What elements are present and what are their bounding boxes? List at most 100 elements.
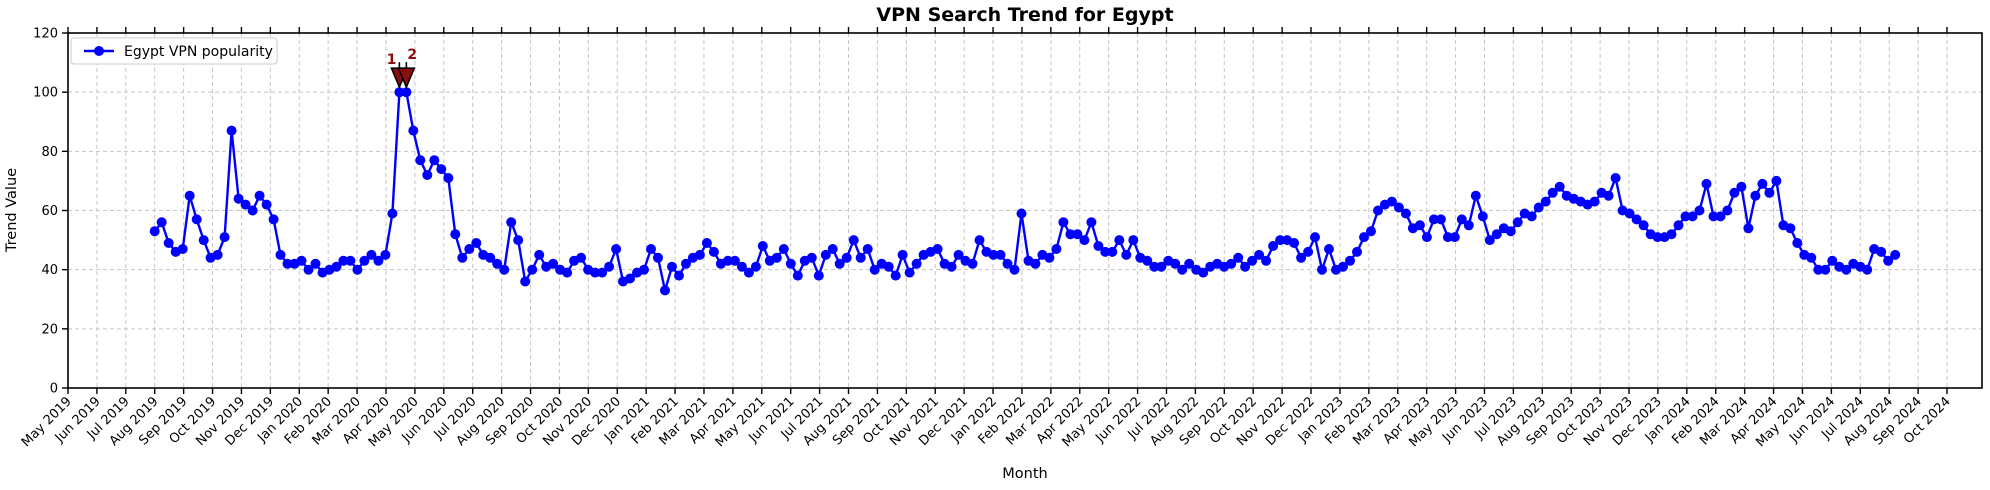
y-tick-label: 0 — [50, 382, 58, 397]
data-point-marker — [1708, 211, 1719, 222]
data-point-marker — [1820, 264, 1831, 275]
data-point-marker — [785, 258, 796, 269]
data-point-marker — [674, 270, 684, 281]
data-point-marker — [247, 205, 258, 216]
data-point-marker — [681, 258, 691, 269]
annotation-label: 2 — [407, 47, 417, 63]
data-point-marker — [1226, 258, 1237, 269]
data-point-marker — [1051, 244, 1062, 254]
data-point-marker — [1268, 241, 1279, 251]
y-tick-label: 80 — [41, 145, 58, 160]
data-point-marker — [268, 214, 279, 225]
trend-line-series — [149, 87, 1901, 296]
data-point-marker — [848, 235, 859, 246]
data-point-marker — [1785, 223, 1796, 234]
data-point-marker — [1156, 261, 1167, 272]
y-tick-label: 100 — [33, 86, 58, 101]
data-point-marker — [1750, 190, 1761, 201]
data-point-marker — [436, 164, 447, 175]
data-point-marker — [450, 229, 461, 240]
data-point-marker — [177, 244, 188, 254]
chart-title: VPN Search Trend for Egypt — [876, 4, 1173, 26]
data-point-marker — [443, 173, 454, 183]
data-point-marker — [1093, 241, 1104, 251]
data-point-marker — [604, 261, 615, 272]
data-point-marker — [254, 190, 265, 201]
legend: Egypt VPN popularity — [70, 37, 278, 65]
data-point-marker — [492, 258, 503, 269]
data-point-marker — [834, 258, 845, 269]
data-point-marker — [1428, 214, 1439, 225]
data-point-marker — [1414, 220, 1425, 231]
data-point-marker — [408, 125, 419, 136]
data-point-marker — [639, 264, 649, 275]
data-point-marker — [331, 261, 342, 272]
data-point-marker — [820, 249, 831, 260]
data-point-marker — [303, 264, 314, 275]
data-point-marker — [1862, 264, 1873, 275]
data-point-marker — [988, 249, 999, 260]
data-point-marker — [534, 249, 545, 260]
data-point-marker — [1729, 187, 1740, 198]
data-point-marker — [513, 235, 524, 246]
data-point-marker — [359, 255, 370, 266]
data-point-marker — [729, 255, 740, 266]
data-point-marker — [701, 238, 712, 248]
data-point-marker — [869, 264, 880, 275]
data-point-marker — [862, 244, 873, 254]
data-point-marker — [415, 155, 426, 166]
legend-box — [70, 37, 278, 65]
y-axis-label: Trend Value — [4, 168, 20, 253]
data-point-marker — [1435, 214, 1446, 225]
data-point-marker — [1338, 261, 1348, 272]
data-point-marker — [261, 199, 272, 210]
data-point-marker — [471, 238, 482, 248]
data-point-marker — [1743, 223, 1754, 234]
data-point-marker — [995, 249, 1006, 260]
data-point-marker — [597, 267, 608, 278]
data-point-marker — [827, 244, 838, 254]
data-point-marker — [1366, 226, 1376, 237]
data-point-marker — [1177, 264, 1188, 275]
data-point-marker — [1184, 258, 1195, 269]
data-point-marker — [813, 270, 824, 281]
data-point-marker — [1002, 258, 1013, 269]
data-point-marker — [1079, 235, 1090, 246]
data-point-marker — [1044, 252, 1055, 263]
data-point-marker — [1352, 246, 1362, 257]
data-point-marker — [1121, 249, 1132, 260]
data-point-marker — [1470, 190, 1481, 201]
data-point-marker — [422, 170, 433, 180]
data-point-marker — [1275, 235, 1286, 246]
data-point-marker — [953, 249, 964, 260]
data-point-marker — [1107, 246, 1118, 257]
y-tick-label: 120 — [33, 27, 58, 42]
data-point-marker — [548, 258, 559, 269]
data-point-marker — [806, 252, 817, 263]
data-point-marker — [1303, 246, 1314, 257]
data-point-marker — [1680, 211, 1691, 222]
data-point-marker — [1442, 232, 1453, 243]
data-point-marker — [296, 255, 307, 266]
data-point-marker — [653, 252, 663, 263]
data-point-marker — [708, 246, 719, 257]
data-point-marker — [1638, 220, 1649, 231]
data-point-marker — [1512, 217, 1523, 228]
data-point-marker — [576, 252, 587, 263]
data-point-marker — [1345, 255, 1355, 266]
data-point-marker — [667, 261, 677, 272]
data-point-marker — [841, 252, 852, 263]
data-point-marker — [1715, 211, 1726, 222]
data-point-marker — [310, 258, 321, 269]
data-point-marker — [1484, 235, 1495, 246]
data-point-marker — [1673, 220, 1684, 231]
data-point-marker — [429, 155, 440, 166]
data-point-marker — [1009, 264, 1020, 275]
data-point-marker — [275, 249, 286, 260]
data-point-marker — [1540, 196, 1551, 207]
data-point-marker — [1463, 220, 1474, 231]
data-point-marker — [1324, 244, 1334, 254]
data-point-marker — [1736, 181, 1747, 192]
